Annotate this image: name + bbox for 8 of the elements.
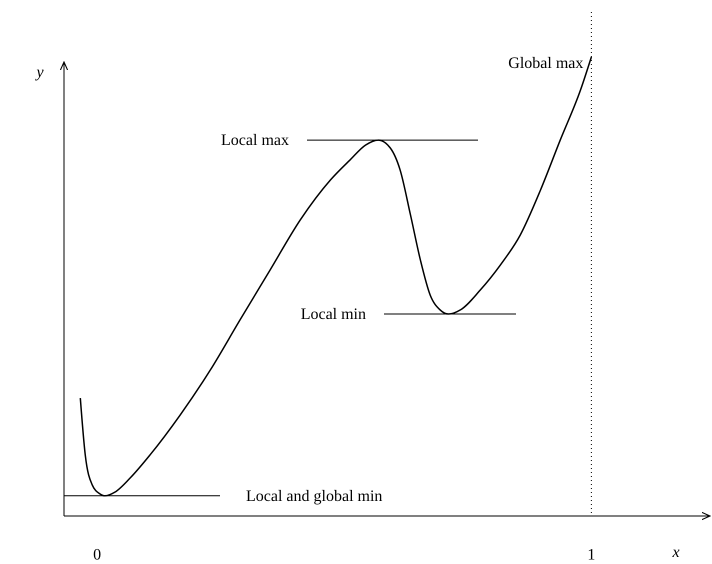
x-axis-title: x — [671, 544, 680, 561]
ref-line-label: Local and global min — [246, 488, 382, 505]
ref-line-label: Local min — [300, 306, 366, 324]
x-tick-label: 1 — [587, 546, 596, 564]
ref-line-label: Global max — [508, 55, 584, 72]
ref-line-label: Local max — [221, 132, 289, 150]
y-axis-title: y — [34, 64, 44, 81]
x-tick-label: 0 — [93, 546, 102, 564]
